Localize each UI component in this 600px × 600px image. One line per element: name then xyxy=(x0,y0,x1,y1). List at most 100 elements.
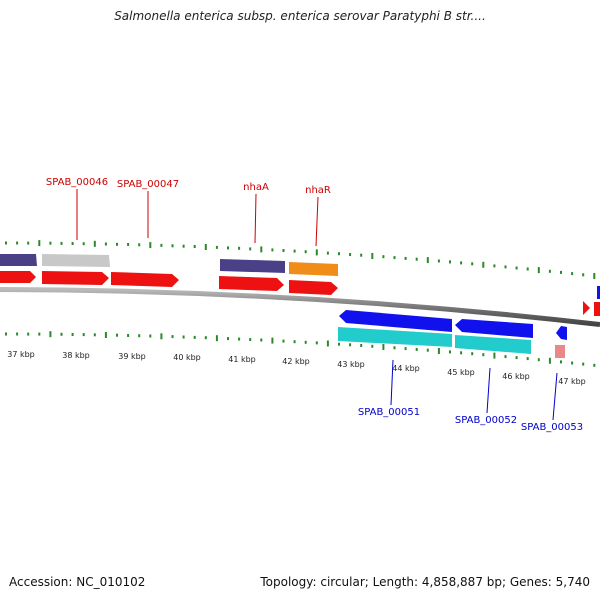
tick-mark xyxy=(593,273,596,279)
cds-arrow-forward[interactable] xyxy=(42,271,109,285)
forward-gene-labels: SPAB_00046 SPAB_00047 nhaA nhaR xyxy=(46,177,331,196)
tick-mark xyxy=(204,336,207,340)
tick-mark xyxy=(138,334,141,338)
scale-label: 39 kbp xyxy=(118,352,146,361)
tick-mark xyxy=(349,343,352,347)
cds-arrow-reverse[interactable] xyxy=(455,319,533,338)
tick-mark xyxy=(227,246,229,250)
gene-label-nhaA[interactable]: nhaA xyxy=(243,182,269,193)
tick-mark xyxy=(71,333,74,336)
tick-mark xyxy=(582,362,585,366)
tick-mark xyxy=(526,267,529,271)
tick-mark xyxy=(537,358,540,362)
tick-mark xyxy=(5,241,7,245)
tick-mark xyxy=(404,256,407,260)
outer-tick-ring xyxy=(5,240,596,279)
tick-mark xyxy=(571,272,574,276)
tick-mark xyxy=(138,243,141,247)
tick-mark xyxy=(116,333,118,337)
scale-label: 44 kbp xyxy=(392,364,420,373)
tick-mark xyxy=(360,253,363,257)
gene-label-spab-00052[interactable]: SPAB_00052 xyxy=(455,415,517,426)
tick-mark xyxy=(548,357,551,364)
tick-mark xyxy=(49,331,52,338)
tick-mark xyxy=(227,337,229,341)
forward-leaders xyxy=(76,189,319,247)
cds-arrow-forward[interactable] xyxy=(583,301,590,315)
gene-label-spab-00051[interactable]: SPAB_00051 xyxy=(358,407,420,418)
tick-mark xyxy=(315,249,318,256)
tick-mark xyxy=(260,246,263,253)
tick-mark xyxy=(71,242,74,245)
cds-arrow-reverse[interactable] xyxy=(339,310,452,332)
tick-mark xyxy=(127,243,130,246)
reverse-gene-labels: SPAB_00051 SPAB_00052 SPAB_00053 xyxy=(358,407,583,433)
tick-mark xyxy=(426,348,429,352)
gene-label-nhaR[interactable]: nhaR xyxy=(305,185,331,196)
gene-label-spab-00047[interactable]: SPAB_00047 xyxy=(117,179,179,190)
tick-mark xyxy=(238,337,241,341)
scale-label: 45 kbp xyxy=(447,368,475,377)
purple-feature[interactable] xyxy=(220,259,285,273)
scale-labels: 37 kbp 38 kbp 39 kbp 40 kbp 41 kbp 42 kb… xyxy=(7,350,586,386)
tick-mark xyxy=(193,245,196,248)
tick-mark xyxy=(127,334,130,337)
cyan-feature[interactable] xyxy=(455,335,531,354)
tick-mark xyxy=(526,357,529,361)
genome-backbone xyxy=(0,287,600,327)
scale-label: 41 kbp xyxy=(228,355,256,364)
tick-mark xyxy=(482,261,485,268)
tick-mark xyxy=(415,257,418,261)
tick-mark xyxy=(171,335,174,339)
tick-mark xyxy=(38,332,41,336)
tick-mark xyxy=(116,242,118,246)
cds-arrow-forward[interactable] xyxy=(594,302,600,316)
cds-arrow-forward[interactable] xyxy=(0,271,36,283)
tick-mark xyxy=(104,332,107,338)
tick-mark xyxy=(393,256,396,260)
tick-mark xyxy=(160,333,163,340)
pink-feature[interactable] xyxy=(555,345,565,358)
cds-arrow-forward[interactable] xyxy=(219,276,284,291)
tick-mark xyxy=(215,245,218,249)
tick-mark xyxy=(382,344,385,350)
tick-mark xyxy=(271,248,274,252)
accession-label: Accession: NC_010102 xyxy=(9,575,146,589)
tick-mark xyxy=(404,347,407,351)
tick-mark xyxy=(93,240,96,247)
orange-feature[interactable] xyxy=(289,262,338,276)
tick-mark xyxy=(371,253,374,259)
tick-mark xyxy=(271,337,274,344)
cds-arrow-forward[interactable] xyxy=(289,280,338,295)
tick-mark xyxy=(393,346,396,350)
tick-mark xyxy=(326,340,329,347)
reverse-features xyxy=(338,286,600,358)
tick-mark xyxy=(338,252,340,256)
purple-feature[interactable] xyxy=(0,254,37,266)
inner-tick-ring xyxy=(5,331,596,367)
scale-label: 42 kbp xyxy=(282,357,310,366)
reverse-leaders xyxy=(390,359,558,421)
grey-feature[interactable] xyxy=(42,254,110,267)
tick-mark xyxy=(471,262,474,266)
cyan-feature[interactable] xyxy=(338,327,452,347)
tick-mark xyxy=(293,249,296,253)
tick-mark xyxy=(204,244,207,250)
cds-arrow-reverse[interactable] xyxy=(597,286,600,299)
tick-mark xyxy=(493,352,496,359)
tick-mark xyxy=(593,363,596,367)
tick-mark xyxy=(104,242,107,246)
scale-label: 47 kbp xyxy=(558,377,586,386)
gene-label-spab-00053[interactable]: SPAB_00053 xyxy=(521,422,583,433)
scale-label: 40 kbp xyxy=(173,353,201,362)
cds-arrow-forward[interactable] xyxy=(111,272,179,287)
cds-arrow-reverse[interactable] xyxy=(556,326,567,340)
genome-title: Salmonella enterica subsp. enterica sero… xyxy=(114,9,486,23)
tick-mark xyxy=(560,360,562,364)
tick-mark xyxy=(16,332,19,336)
gene-label-spab-00046[interactable]: SPAB_00046 xyxy=(46,177,108,188)
tick-mark xyxy=(149,242,152,249)
tick-mark xyxy=(49,241,52,245)
tick-mark xyxy=(504,265,507,269)
